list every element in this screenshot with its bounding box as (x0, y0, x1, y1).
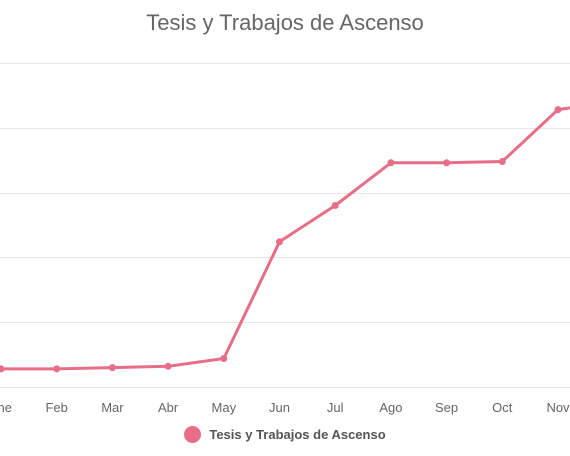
x-tick-label: Jun (269, 400, 290, 415)
series-line (1, 106, 570, 371)
x-tick-label: Jul (327, 400, 344, 415)
x-tick-label: Ago (379, 400, 402, 415)
legend-swatch (184, 426, 202, 443)
data-point[interactable] (387, 159, 395, 167)
data-point[interactable] (443, 159, 451, 167)
x-tick-label: May (212, 400, 237, 415)
data-point[interactable] (331, 202, 339, 209)
x-tick-label: Mar (101, 400, 124, 415)
legend[interactable]: Tesis y Trabajos de Ascenso (0, 426, 570, 443)
data-point[interactable] (108, 364, 116, 372)
data-point[interactable] (164, 362, 172, 370)
x-tick-label: Oct (492, 400, 513, 415)
chart-title: Tesis y Trabajos de Ascenso (146, 10, 424, 35)
data-point[interactable] (554, 106, 562, 114)
x-tick-label: Abr (158, 400, 179, 415)
series-line-layer (1, 106, 570, 371)
data-point[interactable] (0, 365, 5, 373)
x-tick-label: Nov (546, 400, 570, 415)
data-point[interactable] (53, 365, 61, 373)
data-point[interactable] (498, 158, 506, 165)
x-tick-label: Sep (435, 400, 458, 415)
x-axis-ticks: une Feb Mar Abr May Jun Jul Ago Sep Oct Nov (0, 400, 570, 415)
x-tick-label: Feb (45, 400, 67, 415)
x-tick-label: une (0, 400, 12, 415)
grid-lines (0, 63, 570, 388)
data-point[interactable] (276, 238, 283, 246)
legend-label: Tesis y Trabajos de Ascenso (209, 427, 386, 442)
series-points (0, 106, 562, 373)
data-point[interactable] (220, 355, 228, 362)
